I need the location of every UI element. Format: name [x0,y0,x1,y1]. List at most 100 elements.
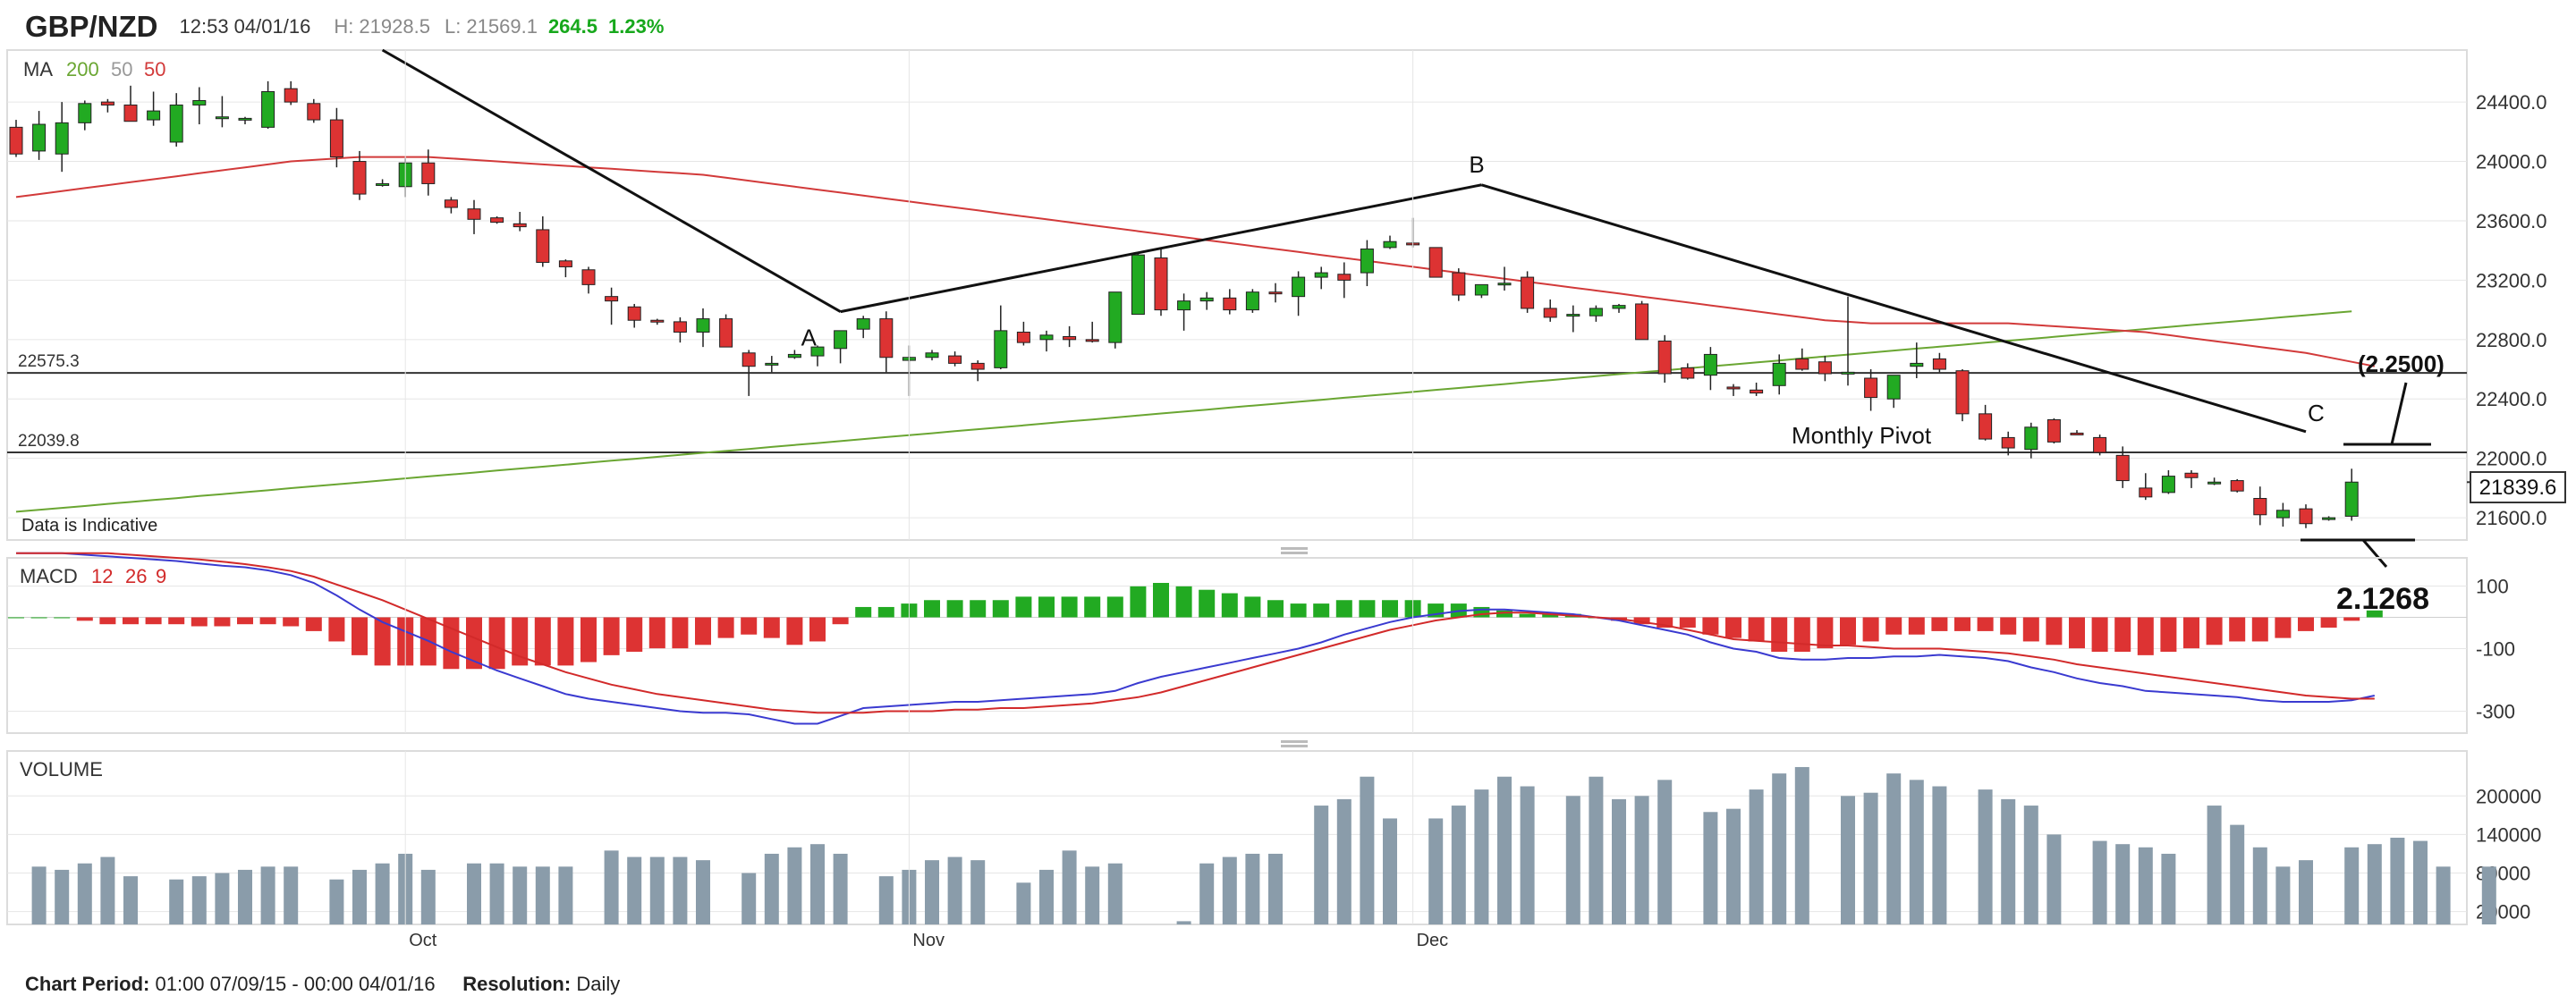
macd-histogram-bar [1862,617,1879,642]
volume-bar [970,860,986,924]
trendline [1480,183,2307,434]
macd-label: MACD [20,565,78,587]
candle-body [238,117,252,121]
volume-bar [238,869,252,924]
candle [238,116,252,125]
macd-histogram-bar [99,617,116,625]
volume-bar [1978,789,1993,924]
volume-bar [513,866,528,924]
macd-histogram-bar [1199,589,1216,618]
candle [970,360,985,382]
candle-body [1039,334,1054,341]
candle-body [834,330,848,350]
period-value: 01:00 07/09/15 - 00:00 04/01/16 [155,973,436,995]
candle [1428,247,1443,278]
candle [765,356,779,373]
change-percent: 1.23% [608,15,665,38]
candle-body [2230,480,2244,492]
macd-histogram-bar [534,617,551,666]
candle [1681,363,1695,380]
macd-histogram-bar [1657,617,1674,629]
candle-body [215,116,229,120]
volume-bar [2299,860,2313,924]
panel-resize-handle[interactable] [1281,547,1308,550]
volume-bar [215,873,230,924]
panel-resize-handle[interactable] [1281,740,1308,743]
volume-bar [1451,806,1466,924]
candle [1497,266,1512,291]
point-a-label: A [801,325,818,351]
chart-footer: Chart Period: 01:00 07/09/15 - 00:00 04/… [25,973,620,996]
macd-histogram-bar [1496,610,1513,618]
candle-body [719,318,733,348]
candle-body [376,182,390,186]
volume-bar [1520,786,1535,924]
volume-bar [1268,853,1283,924]
volume-bar [696,860,710,924]
volume-bar [2092,840,2107,924]
macd-panel[interactable]: 100 -100 -300 MACD 12 26 9 [6,552,2515,734]
macd-tick-label: 100 [2476,576,2509,598]
candle-body [421,162,436,184]
candles [9,80,2359,528]
candle-body [1223,297,1237,311]
candle-body [1452,272,1466,296]
resolution-label: Resolution: [462,973,572,995]
macd-histogram-bar [992,600,1009,618]
candle-body [1131,254,1145,316]
candle-body [1428,247,1443,278]
price-y-axis: 24400.0 24000.0 23600.0 23200.0 22800.0 22400… [2476,91,2547,529]
volume-bar [1314,806,1329,924]
candle-body [1750,389,1764,394]
volume-bar [1703,812,1718,924]
macd-histogram-bar [328,617,345,642]
candle-body [1910,362,1924,367]
low-value: L: 21569.1 [444,15,538,38]
candle-body [78,103,92,123]
candle [1383,235,1397,249]
volume-bar [1794,766,1809,924]
volume-bar [1749,789,1764,924]
macd-histogram-bar [763,617,780,638]
ma-period-50: 50 [111,58,132,80]
macd-histogram-bar [191,617,208,627]
price-panel[interactable]: 24400.0 24000.0 23600.0 23200.0 22800.0 22400… [6,48,2566,616]
candle [2115,446,2130,488]
candle [192,87,207,125]
candle [284,80,298,105]
candle [1016,321,1030,346]
volume-bar [55,869,70,924]
candle [2139,473,2153,501]
candle [1245,289,1259,313]
volume-bar [2367,844,2382,924]
chart-header: GBP/NZD 12:53 04/01/16 H: 21928.5 L: 215… [0,0,664,54]
volume-bar [947,856,962,924]
macd-panel-frame [6,557,2468,734]
macd-histogram-bar [1679,617,1696,629]
macd-histogram-bar [648,617,665,649]
macd-histogram-bar [1061,596,1078,618]
candle-body [444,199,458,208]
candle-body [1979,413,1993,440]
candle [741,350,756,396]
macd-histogram-bar [2343,617,2360,621]
candle-body [1681,367,1695,379]
candle [169,93,183,147]
volume-bar [1932,786,1947,924]
macd-histogram-bar [1702,617,1719,635]
candle [2275,502,2290,527]
forex-chart[interactable]: 24400.0 24000.0 23600.0 23200.0 22800.0 22400… [0,0,2576,966]
macd-histogram-bar [1290,603,1307,618]
macd-histogram-bar [54,617,71,619]
macd-histogram-bar [946,600,963,618]
candle [2001,431,2015,456]
candle [100,98,114,113]
volume-panel-frame [6,750,2468,925]
candle [1292,271,1306,316]
macd-histogram-bar [741,617,758,635]
macd-histogram-bar [2275,617,2292,638]
ma50-line [15,156,2375,367]
candle [1750,382,1764,396]
candle [1199,291,1214,310]
